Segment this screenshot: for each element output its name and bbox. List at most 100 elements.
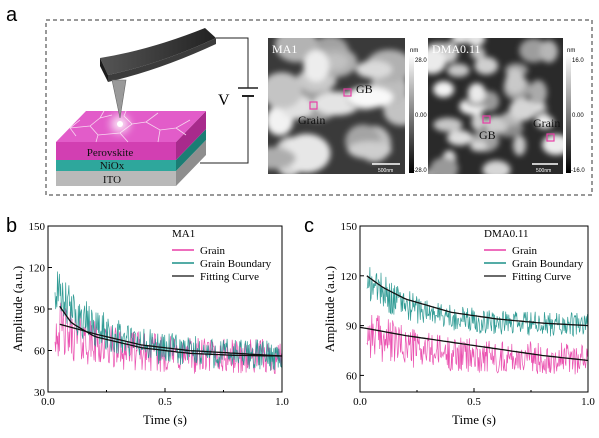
chart-c-legend-label: Grain [512, 245, 538, 257]
chart-c-legend-label: Grain Boundary [512, 258, 584, 270]
afm-right-grain-marker [546, 133, 555, 142]
afm-right-grain [471, 113, 485, 131]
ito-layer-side [176, 140, 206, 186]
layer-label-niox: NiOx [100, 160, 125, 172]
afm-colorbar-left: nm 28.0 0.00 -28.0 [409, 48, 427, 174]
chart-b-fitting-curve-2 [59, 323, 283, 357]
afm-right-grain [451, 38, 471, 44]
afm-right-grain [428, 48, 447, 74]
afm-right-grain [482, 160, 511, 174]
chart-c-title: DMA0.11 [484, 228, 529, 240]
afm-right-grain [466, 38, 486, 47]
afm-right-gb-marker [482, 115, 491, 124]
afm-left-grain [347, 141, 392, 159]
colorbar-right-unit: nm [567, 48, 575, 54]
chart-c-ytick-label: 60 [346, 370, 358, 382]
layer-label-perovskite: Perovskite [87, 147, 134, 159]
afm-right-grain [506, 68, 524, 92]
chart-b-xtick-label: 0.5 [158, 396, 172, 408]
chart-b-legend-label: Grain Boundary [200, 258, 272, 270]
chart-b-axes [47, 225, 283, 393]
panel-a-frame [45, 19, 593, 196]
chart-b-fitting-curve-1 [59, 305, 282, 357]
afm-right-grain [535, 115, 554, 129]
colorbar-right-tick-top: 16.0 [572, 58, 584, 64]
afm-left-title: MA1 [272, 42, 297, 56]
afm-right-grain-label: Grain [533, 116, 560, 130]
afm-right-grain [470, 47, 486, 60]
chart-b: 30 60 90 120 150 0.0 0.5 1.0 Time (s) Amplitude (… [10, 221, 289, 427]
chart-c-fitting-curve-1 [366, 275, 589, 327]
chart-b-trace-grain-boundary [54, 271, 282, 371]
chart-b-traces [54, 271, 282, 375]
chart-c-ytick-label: 120 [341, 271, 358, 283]
chart-b-legend-label: Grain [200, 245, 226, 257]
chart-c-fitting-curve-2 [359, 326, 589, 362]
voltage-label: V [218, 92, 230, 109]
afm-left-gb-label: GB [356, 82, 373, 96]
chart-c-xlabel: Time (s) [452, 412, 496, 427]
afm-left-gb-marker [343, 88, 352, 97]
afm-left-grain [347, 86, 394, 108]
colorbar-right-tick-bottom: -16.0 [571, 168, 585, 174]
chart-c-ylabel: Amplitude (a.u.) [322, 266, 337, 352]
afm-right-grain [433, 117, 463, 132]
afm-tip [111, 79, 127, 119]
panel-b-label: b [6, 215, 17, 237]
colorbar-right-tick-mid: 0.00 [572, 113, 584, 119]
perovskite-layer-side [176, 111, 206, 160]
afm-left-grain [303, 49, 330, 83]
afm-right-grain [509, 98, 536, 121]
colorbar-left-tick-bottom: -28.0 [413, 168, 427, 174]
chart-c-traces [366, 267, 588, 375]
chart-c: 60 90 120 150 0.0 0.5 1.0 Time (s) Amplitude (a.… [322, 221, 595, 427]
afm-right-grain [519, 38, 548, 63]
afm-left-scalebar-label: 500nm [378, 168, 393, 174]
afm-right-scalebar-label: 500nm [536, 168, 551, 174]
niox-layer-front [56, 160, 176, 171]
chart-b-xtick-label: 0.0 [41, 396, 55, 408]
device-schematic: Perovskite NiOx ITO [56, 110, 206, 186]
afm-left-grain-label: Grain [298, 113, 325, 127]
afm-image-left: MA1 GB Grain 500nm [268, 38, 405, 174]
afm-right-grain [513, 135, 526, 156]
chart-c-ytick-label: 90 [346, 321, 358, 333]
afm-left-grain [355, 60, 393, 79]
chart-c-xtick-label: 1.0 [581, 396, 595, 408]
chart-b-xlabel: Time (s) [143, 412, 187, 427]
afm-right-grain [474, 57, 499, 75]
chart-b-ytick-label: 120 [29, 263, 46, 275]
afm-right-grain [447, 63, 470, 77]
ito-layer-front [56, 171, 176, 186]
afm-cantilever [100, 28, 216, 119]
chart-b-ytick-label: 60 [34, 346, 46, 358]
circuit [200, 37, 258, 164]
panel-c-label: c [304, 215, 314, 237]
afm-right-grain [467, 83, 486, 103]
afm-left-grain [268, 147, 296, 170]
tip-spot [117, 121, 123, 127]
chart-b-ytick-label: 90 [34, 304, 46, 316]
chart-b-title: MA1 [172, 228, 195, 240]
afm-right-grain [433, 81, 454, 98]
niox-layer-side [176, 129, 206, 171]
colorbar-left-unit: nm [410, 48, 418, 54]
afm-right-title: DMA0.11 [432, 42, 481, 56]
afm-image-right: DMA0.11 GB Grain 500nm [428, 38, 563, 174]
chart-c-ytick-label: 150 [341, 221, 358, 233]
colorbar-left-tick-top: 28.0 [415, 58, 427, 64]
afm-left-grain [282, 133, 331, 173]
afm-right-grain [529, 80, 547, 105]
afm-right-grain [430, 157, 459, 174]
chart-b-ytick-label: 30 [34, 387, 46, 399]
chart-c-xtick-label: 0.5 [467, 396, 481, 408]
afm-left-grain [268, 72, 303, 109]
chart-c-xtick-label: 0.0 [353, 396, 367, 408]
chart-b-legend-label: Fitting Curve [200, 271, 259, 283]
afm-right-grain [470, 140, 487, 152]
afm-left-grain [323, 53, 348, 70]
chart-b-xtick-label: 1.0 [275, 396, 289, 408]
panel-a-label: a [6, 4, 18, 26]
afm-right-grain [539, 40, 558, 63]
